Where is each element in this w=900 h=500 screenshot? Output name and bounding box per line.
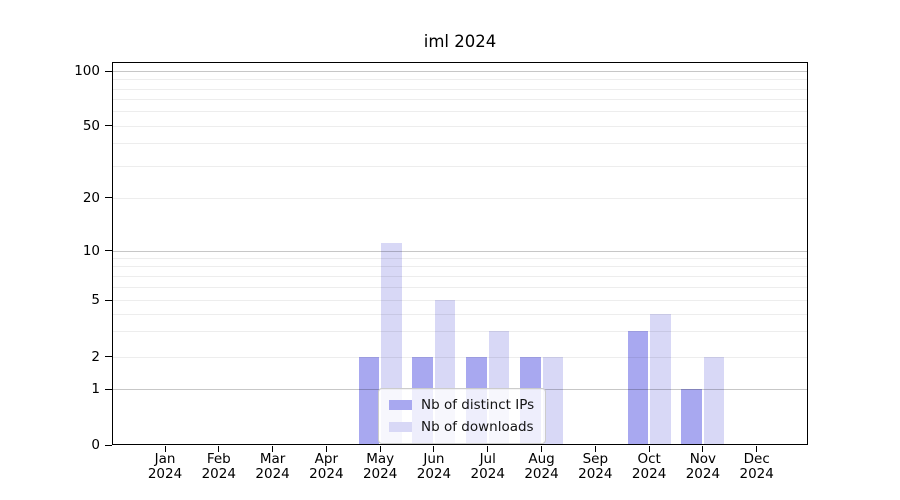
gridline-minor <box>113 111 807 113</box>
y-tick <box>105 250 112 251</box>
x-tick <box>218 446 220 452</box>
gridline-minor <box>113 286 807 288</box>
gridline-minor <box>113 143 807 145</box>
gridline-minor <box>113 258 807 260</box>
x-tick <box>325 446 327 452</box>
gridline-minor <box>113 313 807 315</box>
gridline-minor <box>113 300 807 301</box>
y-tick-label: 20 <box>82 189 100 206</box>
x-tick-label: Feb 2024 <box>201 451 236 482</box>
gridline-minor <box>113 79 807 81</box>
gridline-major <box>113 71 807 72</box>
gridline-minor <box>113 125 807 127</box>
legend-label-distinct-ips: Nb of distinct IPs <box>421 397 535 413</box>
y-tick <box>105 388 112 390</box>
bar-downloads <box>650 313 671 444</box>
y-tick-label: 1 <box>91 381 100 397</box>
x-tick-label: Sep 2024 <box>578 451 613 482</box>
y-tick-label: 50 <box>82 117 100 134</box>
gridline-minor <box>113 197 807 199</box>
legend: Nb of distinct IPs Nb of downloads <box>378 388 547 444</box>
x-tick <box>756 446 758 452</box>
plot-area: Nb of distinct IPs Nb of downloads <box>112 62 808 445</box>
x-tick <box>541 446 543 452</box>
x-tick-label: Jul 2024 <box>470 451 505 482</box>
y-tick <box>105 356 112 357</box>
bar-downloads <box>542 356 564 444</box>
gridline-minor <box>113 88 807 90</box>
x-tick <box>433 446 435 452</box>
legend-swatch-distinct-ips-icon <box>389 399 412 411</box>
bar-downloads <box>703 356 725 444</box>
legend-entry-downloads: Nb of downloads <box>389 419 534 435</box>
x-tick <box>648 446 650 452</box>
legend-swatch-downloads-icon <box>389 421 412 433</box>
gridline-minor <box>113 331 807 333</box>
y-tick-label: 0 <box>91 437 100 453</box>
gridline-minor <box>113 275 807 277</box>
x-tick-label: May 2024 <box>362 451 398 482</box>
bar-distinct-ips <box>358 356 380 444</box>
x-tick <box>702 446 704 452</box>
y-tick <box>105 444 112 446</box>
x-tick-label: Aug 2024 <box>524 451 559 482</box>
x-tick-label: Oct 2024 <box>631 451 667 482</box>
legend-label-downloads: Nb of downloads <box>421 419 534 435</box>
x-tick <box>594 446 596 452</box>
gridline-minor <box>113 266 807 268</box>
y-tick-label: 10 <box>82 242 100 259</box>
y-tick <box>105 197 112 198</box>
y-tick <box>105 299 112 301</box>
x-tick-label: Jan 2024 <box>147 451 183 482</box>
gridlines-layer <box>113 63 807 444</box>
x-tick <box>164 446 166 452</box>
y-tick-label: 2 <box>91 348 100 365</box>
bar-distinct-ips <box>627 331 649 444</box>
y-tick-label: 100 <box>74 63 100 79</box>
gridline-minor <box>113 99 807 101</box>
gridline-minor <box>113 165 807 167</box>
y-tick-label: 5 <box>91 292 100 308</box>
x-tick-label: Apr 2024 <box>309 451 344 482</box>
chart-title: iml 2024 <box>423 32 497 51</box>
x-tick-label: Dec 2024 <box>739 451 774 482</box>
y-tick <box>105 70 112 72</box>
x-tick <box>379 446 381 452</box>
legend-entry-distinct-ips: Nb of distinct IPs <box>389 397 534 413</box>
gridline-minor <box>113 356 807 358</box>
gridline-major <box>113 250 807 252</box>
x-tick-label: Mar 2024 <box>255 451 290 482</box>
y-tick <box>105 125 112 126</box>
bar-distinct-ips <box>681 389 702 444</box>
x-tick-label: Jun 2024 <box>416 451 452 482</box>
x-tick <box>272 446 274 452</box>
x-tick-label: Nov 2024 <box>685 451 721 482</box>
x-tick <box>487 446 489 452</box>
